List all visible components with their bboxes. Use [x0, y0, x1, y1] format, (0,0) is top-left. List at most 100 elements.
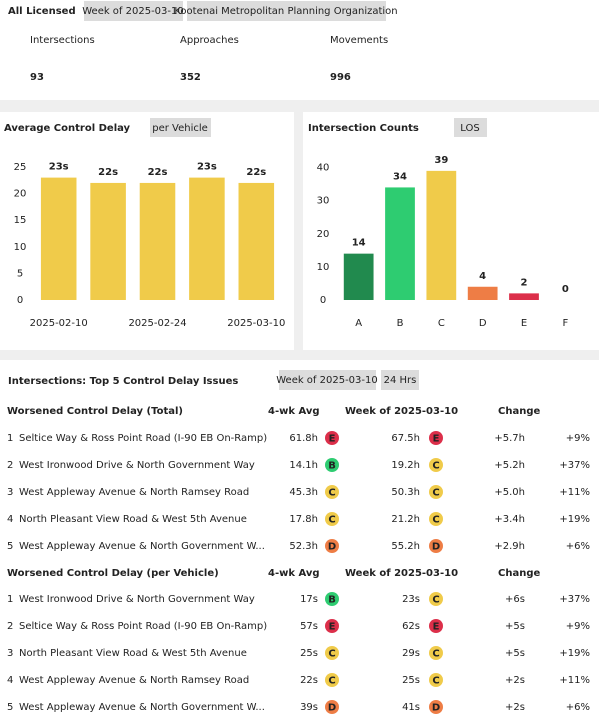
column-header: Change [498, 406, 540, 417]
row-rank: 2 [7, 460, 13, 471]
row-avg: 17.8h [289, 514, 318, 525]
row-week: 19.2h [391, 460, 420, 471]
row-name: West Appleway Avenue & North Ramsey Road [19, 487, 249, 498]
los-badge [325, 485, 339, 499]
los-badge [429, 485, 443, 499]
y-tick-label: 15 [14, 215, 27, 226]
value-label: 23s [197, 162, 217, 173]
los-badge [325, 512, 339, 526]
los-badge [325, 646, 339, 660]
y-tick-label: 10 [14, 242, 27, 253]
row-name: West Appleway Avenue & North Government … [19, 541, 265, 552]
row-change: +2.9h [494, 541, 525, 552]
x-tick-label: E [521, 318, 527, 329]
chip-label[interactable]: Week of 2025-03-10 [82, 6, 184, 17]
row-avg: 22s [300, 675, 318, 686]
los-letter: C [328, 676, 335, 687]
row-avg: 14.1h [289, 460, 318, 471]
row-pct: +19% [559, 648, 590, 659]
value-label: 34 [393, 171, 407, 182]
los-letter: C [432, 461, 439, 472]
row-rank: 3 [7, 648, 13, 659]
row-week: 21.2h [391, 514, 420, 525]
kpi-value: 352 [180, 72, 201, 83]
chart-title: Average Control Delay [4, 123, 131, 134]
row-pct: +37% [559, 460, 590, 471]
los-letter: C [432, 676, 439, 687]
row-avg: 61.8h [289, 433, 318, 444]
row-name: West Ironwood Drive & North Government W… [19, 594, 255, 605]
value-label: 39 [434, 155, 448, 166]
row-avg: 45.3h [289, 487, 318, 498]
chip-label[interactable]: Kootenai Metropolitan Planning Organizat… [174, 6, 397, 17]
los-letter: C [328, 488, 335, 499]
kpi-label: Approaches [180, 35, 239, 46]
los-badge [429, 619, 443, 633]
value-label: 2 [521, 277, 528, 288]
y-tick-label: 40 [317, 163, 330, 174]
chip-label[interactable]: 24 Hrs [384, 375, 417, 386]
bar [509, 293, 539, 300]
column-header: Worsened Control Delay (per Vehicle) [7, 568, 219, 579]
value-label: 23s [49, 162, 69, 173]
row-change: +2s [505, 675, 525, 686]
los-letter: D [432, 542, 440, 553]
row-week: 67.5h [391, 433, 420, 444]
row-avg: 57s [300, 621, 318, 632]
kpi-value: 996 [330, 72, 351, 83]
table-panel [0, 360, 599, 719]
row-avg: 39s [300, 702, 318, 713]
los-badge [429, 673, 443, 687]
x-tick-label: B [397, 318, 404, 329]
bar [139, 182, 176, 300]
row-week: 23s [402, 594, 420, 605]
row-name: West Appleway Avenue & North Ramsey Road [19, 675, 249, 686]
los-letter: D [328, 703, 336, 714]
bar [90, 182, 126, 300]
column-header: Change [498, 568, 540, 579]
row-change: +2s [505, 702, 525, 713]
value-label: 22s [148, 167, 168, 178]
row-week: 55.2h [391, 541, 420, 552]
column-header: 4-wk Avg [268, 568, 320, 579]
los-badge [429, 592, 443, 606]
y-tick-label: 25 [14, 162, 27, 173]
row-avg: 17s [300, 594, 318, 605]
los-letter: C [432, 488, 439, 499]
row-week: 41s [402, 702, 420, 713]
los-badge [429, 512, 443, 526]
los-badge [325, 458, 339, 472]
y-tick-label: 0 [320, 295, 326, 306]
row-pct: +9% [566, 621, 590, 632]
table-title: Intersections: Top 5 Control Delay Issue… [8, 376, 238, 387]
value-label: 22s [98, 167, 118, 178]
los-badge [429, 458, 443, 472]
los-badge [429, 646, 443, 660]
chip-label[interactable]: LOS [460, 123, 479, 134]
row-rank: 4 [7, 675, 13, 686]
row-rank: 1 [7, 433, 13, 444]
value-label: 4 [479, 271, 486, 282]
bar [40, 177, 77, 300]
value-label: 14 [352, 238, 366, 249]
row-change: +3.4h [494, 514, 525, 525]
row-week: 29s [402, 648, 420, 659]
row-avg: 52.3h [289, 541, 318, 552]
row-pct: +9% [566, 433, 590, 444]
row-rank: 5 [7, 702, 13, 713]
chip[interactable] [84, 1, 183, 21]
bar [189, 177, 225, 300]
row-week: 25s [402, 675, 420, 686]
los-badge [429, 431, 443, 445]
column-header: Week of 2025-03-10 [345, 568, 458, 579]
chip[interactable] [454, 118, 487, 137]
los-letter: C [328, 649, 335, 660]
chip[interactable] [381, 370, 419, 390]
los-letter: D [328, 542, 336, 553]
chip-label[interactable]: Week of 2025-03-10 [276, 375, 378, 386]
chip[interactable] [279, 370, 376, 390]
chip[interactable] [187, 1, 386, 21]
chip-label[interactable]: per Vehicle [152, 123, 208, 134]
row-rank: 3 [7, 487, 13, 498]
chip[interactable] [150, 118, 211, 137]
